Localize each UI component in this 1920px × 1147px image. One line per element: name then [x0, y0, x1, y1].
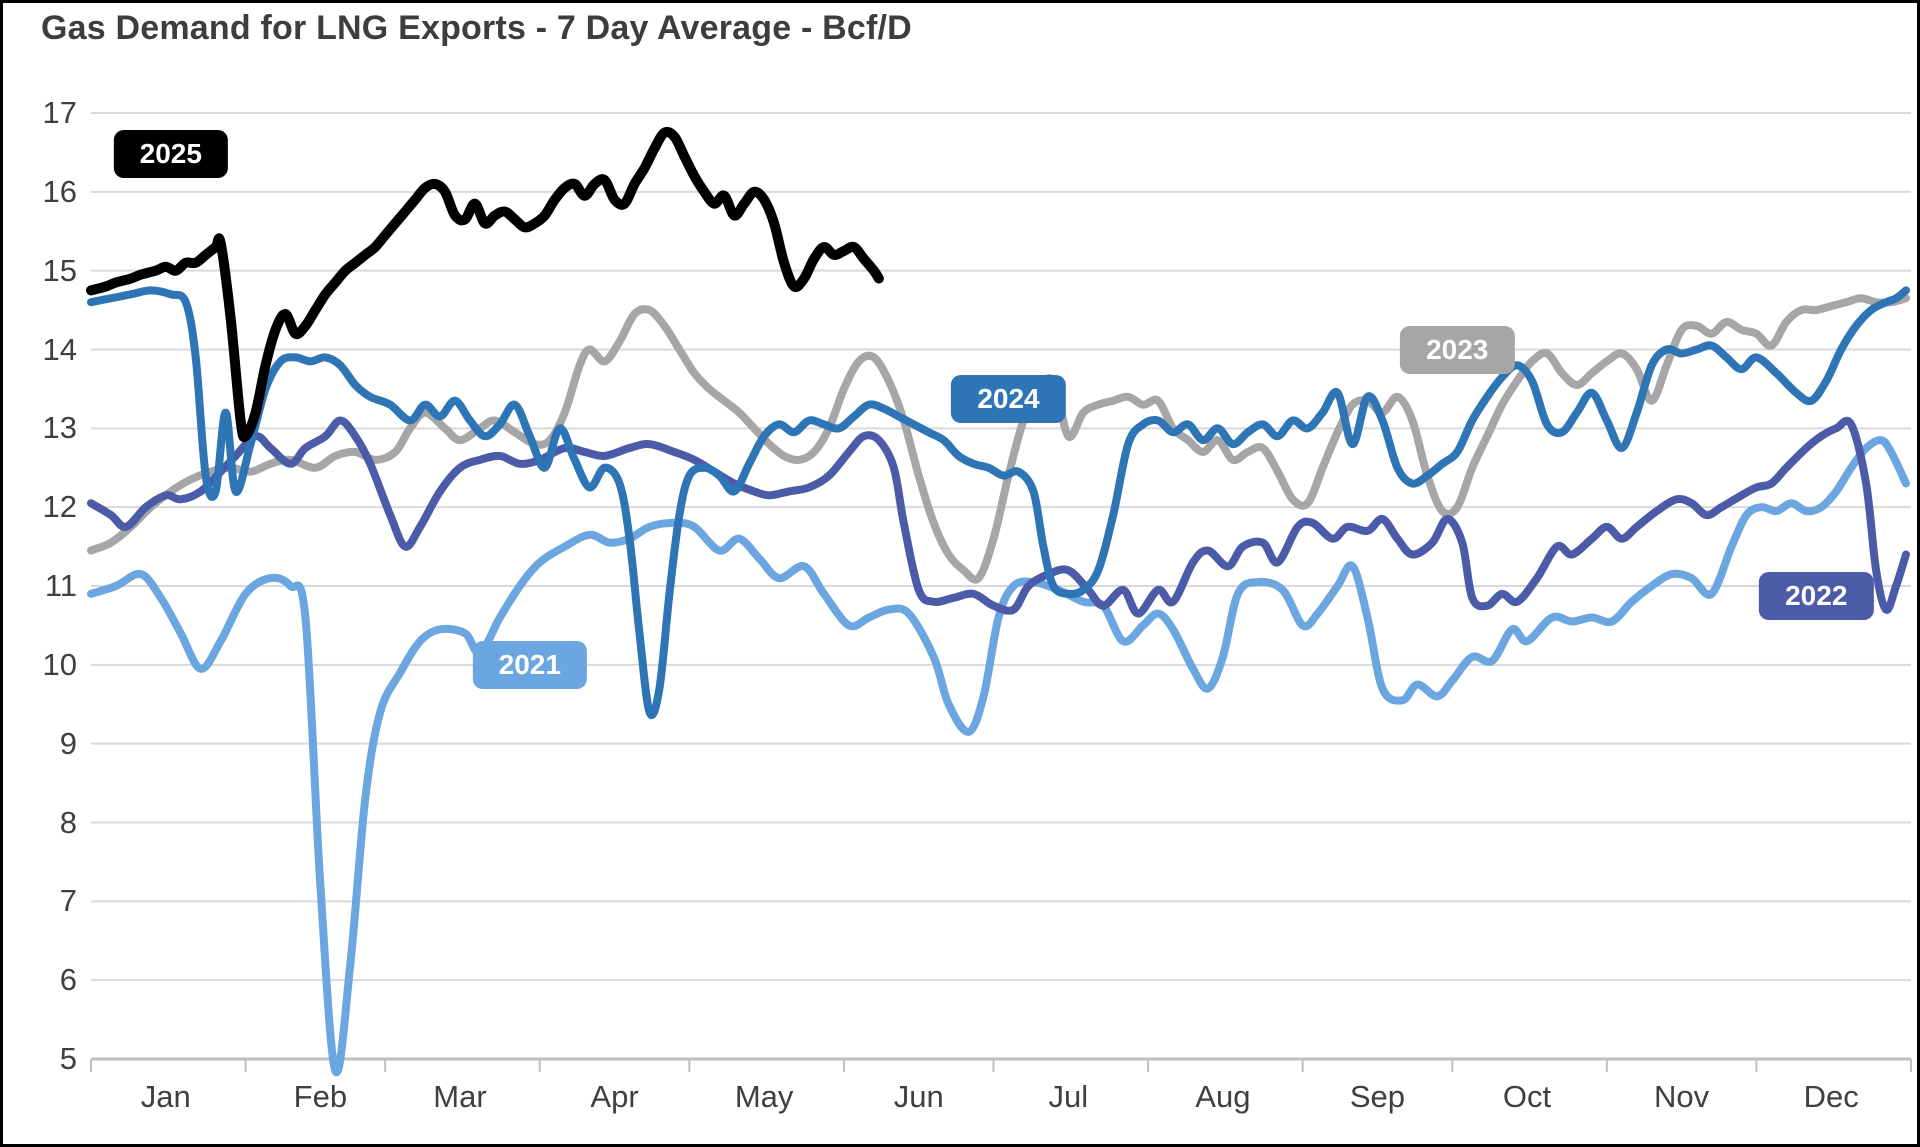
x-tick-label-jan: Jan — [140, 1079, 191, 1114]
series-line-2021 — [87, 436, 1911, 1077]
y-tick-label-15: 15 — [42, 252, 77, 288]
series-line-2023 — [87, 294, 1911, 584]
x-tick-label-aug: Aug — [1195, 1079, 1251, 1114]
x-tick-label-feb: Feb — [293, 1079, 348, 1114]
x-tick-label-sep: Sep — [1349, 1079, 1406, 1114]
series-line-2024 — [87, 286, 1911, 720]
x-tick-label-may: May — [734, 1079, 794, 1114]
y-tick-label-8: 8 — [59, 804, 77, 840]
series-line-2022 — [87, 416, 1911, 618]
x-tick-label-mar: Mar — [433, 1079, 487, 1114]
series-label-2021: 2021 — [472, 640, 587, 689]
y-tick-label-10: 10 — [42, 646, 77, 682]
x-tick-label-apr: Apr — [590, 1079, 639, 1114]
y-tick-label-9: 9 — [59, 725, 77, 761]
series-label-2024: 2024 — [951, 375, 1066, 424]
y-tick-label-16: 16 — [42, 173, 77, 209]
series-line-2025 — [86, 126, 884, 443]
y-tick-label-11: 11 — [44, 568, 77, 603]
x-tick-label-dec: Dec — [1803, 1079, 1859, 1114]
x-tick-label-nov: Nov — [1654, 1079, 1710, 1114]
y-tick-label-14: 14 — [42, 331, 77, 367]
y-tick-label-6: 6 — [59, 962, 77, 998]
line-chart-plot — [86, 112, 1912, 1077]
y-tick-label-17: 17 — [42, 95, 77, 130]
x-tick-label-jun: Jun — [893, 1079, 944, 1114]
series-label-2023: 2023 — [1400, 325, 1515, 374]
x-tick-label-jul: Jul — [1048, 1079, 1089, 1114]
y-tick-label-7: 7 — [59, 883, 77, 919]
x-tick-label-oct: Oct — [1502, 1079, 1552, 1114]
series-label-2025: 2025 — [113, 129, 228, 178]
y-tick-label-5: 5 — [59, 1041, 77, 1076]
chart-title: Gas Demand for LNG Exports - 7 Day Avera… — [41, 9, 912, 47]
y-tick-label-13: 13 — [42, 410, 77, 446]
series-label-2022: 2022 — [1759, 572, 1874, 621]
y-tick-label-12: 12 — [42, 489, 77, 525]
